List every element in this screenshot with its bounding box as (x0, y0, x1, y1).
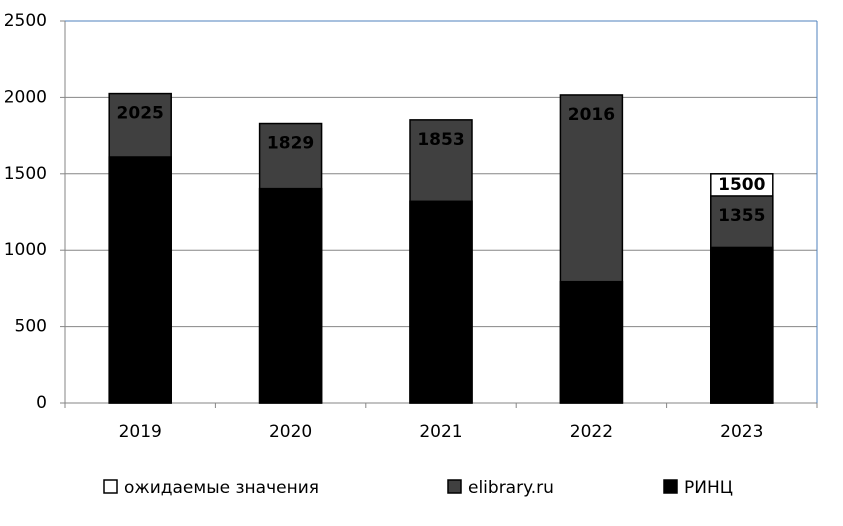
legend-label: РИНЦ (684, 478, 733, 498)
data-label: 1500 (718, 175, 765, 195)
data-label: 1018 (718, 257, 765, 277)
bar (409, 200, 473, 404)
bar (258, 187, 323, 404)
x-tick-label: 2023 (720, 422, 763, 442)
bar (710, 246, 774, 404)
data-label: 794 (574, 292, 610, 312)
legend-swatch (103, 479, 118, 494)
y-tick-label: 2000 (4, 87, 47, 107)
legend-swatch (663, 479, 678, 494)
legend-label: ожидаемые значения (124, 478, 319, 498)
x-tick-label: 2021 (419, 422, 462, 442)
data-label: 1403 (267, 199, 314, 219)
y-tick-label: 2500 (4, 11, 47, 31)
x-tick-label: 2022 (570, 422, 613, 442)
legend-label: elibrary.ru (468, 478, 554, 498)
x-tick-label: 2019 (119, 422, 162, 442)
data-label: 1853 (417, 130, 464, 150)
legend-swatch (447, 479, 462, 494)
data-label: 2025 (117, 104, 164, 124)
y-tick-label: 0 (36, 393, 47, 413)
data-label: 1355 (718, 206, 765, 226)
data-label: 1320 (417, 211, 464, 231)
data-label: 1829 (267, 134, 314, 154)
bar (108, 156, 172, 404)
y-tick-label: 1500 (4, 164, 47, 184)
data-label: 2016 (568, 105, 615, 125)
y-tick-label: 1000 (4, 240, 47, 260)
bar (559, 280, 624, 404)
x-tick-label: 2020 (269, 422, 312, 442)
y-tick-label: 500 (15, 317, 47, 337)
data-label: 1610 (117, 167, 164, 187)
